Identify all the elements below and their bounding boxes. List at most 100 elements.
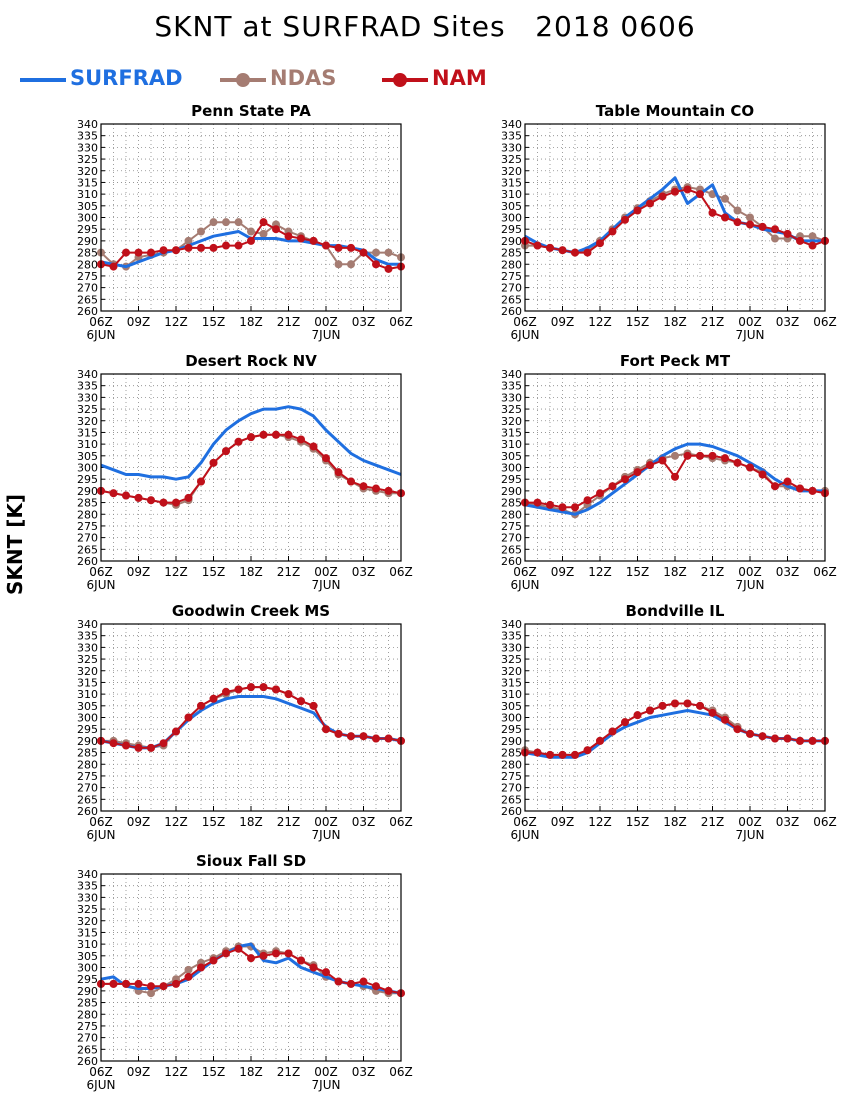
y-tick-label: 325 [501, 403, 522, 416]
series-nam [521, 451, 829, 512]
x-tick-label: 03Z [352, 815, 376, 829]
data-point-nam [322, 725, 330, 734]
data-point-nam [247, 433, 255, 442]
panel-desert-rock-nv: Desert Rock NV26026527027528028529029530… [77, 352, 413, 592]
data-point-nam [796, 236, 804, 245]
y-tick-label: 320 [77, 665, 98, 678]
data-point-nam [247, 954, 255, 963]
y-tick-label: 275 [501, 270, 522, 283]
data-point-nam [334, 729, 343, 738]
series-surfrad [100, 405, 402, 481]
y-tick-label: 290 [77, 985, 98, 998]
data-point-nam [147, 743, 155, 752]
y-tick-label: 280 [77, 258, 98, 271]
data-point-nam [197, 701, 205, 710]
x-tick-label: 18Z [239, 1065, 263, 1079]
plot-frame [100, 623, 402, 812]
y-tick-label: 305 [77, 200, 98, 213]
y-tick-label: 265 [77, 293, 98, 306]
data-point-nam [808, 736, 817, 745]
y-tick-label: 340 [501, 118, 522, 131]
y-tick-label: 305 [77, 700, 98, 713]
data-point-nam [134, 979, 143, 988]
y-tick-label: 290 [501, 485, 522, 498]
data-point-ndas [347, 260, 355, 269]
data-point-nam [658, 701, 667, 710]
data-point-nam [234, 437, 243, 446]
data-point-nam [122, 491, 130, 500]
data-point-nam [372, 982, 380, 991]
data-point-nam [259, 218, 268, 227]
x-tick-label: 06Z [813, 815, 837, 829]
y-tick-label: 320 [501, 165, 522, 178]
data-point-nam [159, 246, 168, 255]
data-point-nam [309, 963, 318, 972]
data-point-nam [533, 748, 542, 757]
panel-fort-peck-mt: Fort Peck MT2602652702752802852902953003… [501, 352, 837, 592]
y-tick-label: 320 [501, 665, 522, 678]
legend-label-surfrad: SURFRAD [70, 66, 183, 90]
panel-title: Fort Peck MT [620, 352, 731, 370]
data-point-nam [384, 264, 393, 273]
x-tick-label: 00Z [314, 315, 338, 329]
x-tick-label: 21Z [701, 315, 725, 329]
y-tick-label: 300 [77, 712, 98, 725]
x-date-label: 7JUN [312, 328, 341, 342]
y-tick-label: 305 [77, 950, 98, 963]
x-tick-label: 06Z [389, 565, 413, 579]
data-point-nam [197, 243, 205, 252]
data-point-nam [533, 241, 542, 250]
y-tick-label: 340 [501, 618, 522, 631]
y-tick-label: 290 [77, 735, 98, 748]
y-tick-label: 285 [77, 497, 98, 510]
data-point-nam [733, 218, 742, 227]
x-tick-label: 12Z [588, 815, 612, 829]
data-point-nam [571, 750, 579, 759]
panel-bondville-il: Bondville IL2602652702752802852902953003… [501, 602, 837, 842]
y-tick-label: 340 [77, 618, 98, 631]
y-tick-label: 265 [77, 543, 98, 556]
y-tick-label: 260 [501, 805, 522, 818]
data-point-nam [384, 486, 393, 495]
y-tick-label: 325 [77, 403, 98, 416]
x-date-label: 7JUN [312, 1078, 341, 1092]
data-point-nam [733, 458, 742, 467]
y-tick-label: 320 [77, 915, 98, 928]
y-tick-label: 295 [77, 223, 98, 236]
data-point-nam [109, 489, 118, 498]
grid [101, 874, 401, 1061]
data-point-nam [771, 225, 779, 234]
y-tick-label: 315 [501, 176, 522, 189]
y-tick-label: 290 [501, 235, 522, 248]
y-tick-label: 270 [77, 282, 98, 295]
data-point-nam [334, 468, 343, 477]
data-point-nam [808, 486, 817, 495]
data-point-nam [222, 241, 230, 250]
data-point-nam [583, 496, 592, 505]
y-tick-label: 330 [501, 141, 522, 154]
data-point-ndas [234, 218, 243, 227]
x-tick-label: 15Z [626, 815, 650, 829]
data-point-ndas [384, 248, 393, 257]
data-point-nam [546, 243, 554, 252]
data-point-nam [122, 248, 130, 257]
panel-title: Penn State PA [191, 102, 311, 120]
x-tick-label: 12Z [588, 565, 612, 579]
x-tick-label: 03Z [352, 1065, 376, 1079]
data-point-nam [583, 746, 592, 755]
grid [101, 374, 401, 561]
y-tick-label: 305 [501, 450, 522, 463]
data-point-nam [359, 977, 368, 986]
x-tick-label: 03Z [776, 315, 800, 329]
y-tick-label: 315 [77, 176, 98, 189]
data-point-ndas [209, 218, 218, 227]
data-point-nam [172, 727, 180, 736]
data-point-nam [234, 241, 243, 250]
data-point-nam [771, 482, 779, 491]
y-tick-label: 295 [501, 223, 522, 236]
data-point-nam [746, 220, 754, 229]
y-tick-label: 335 [77, 880, 98, 893]
panel-goodwin-creek-ms: Goodwin Creek MS 260265270275280285290295… [77, 602, 413, 842]
data-point-nam [322, 241, 330, 250]
